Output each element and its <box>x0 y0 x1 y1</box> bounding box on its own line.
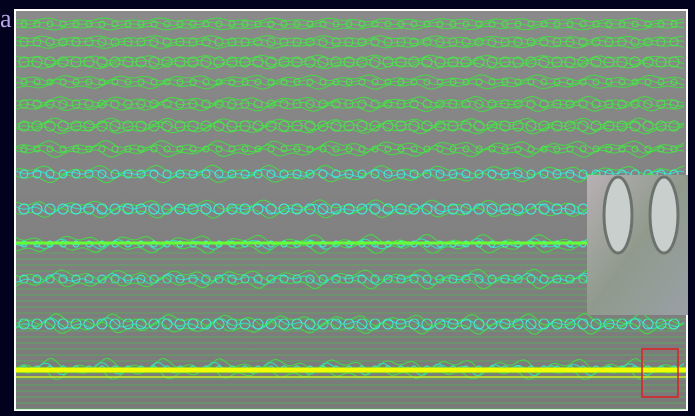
page: a (() => { const data = JSON.parse(docum… <box>0 0 695 416</box>
inset-cylinder <box>604 177 632 253</box>
contour-figure <box>0 0 695 416</box>
inset-photo <box>587 175 688 315</box>
inset-cylinder <box>650 177 678 253</box>
